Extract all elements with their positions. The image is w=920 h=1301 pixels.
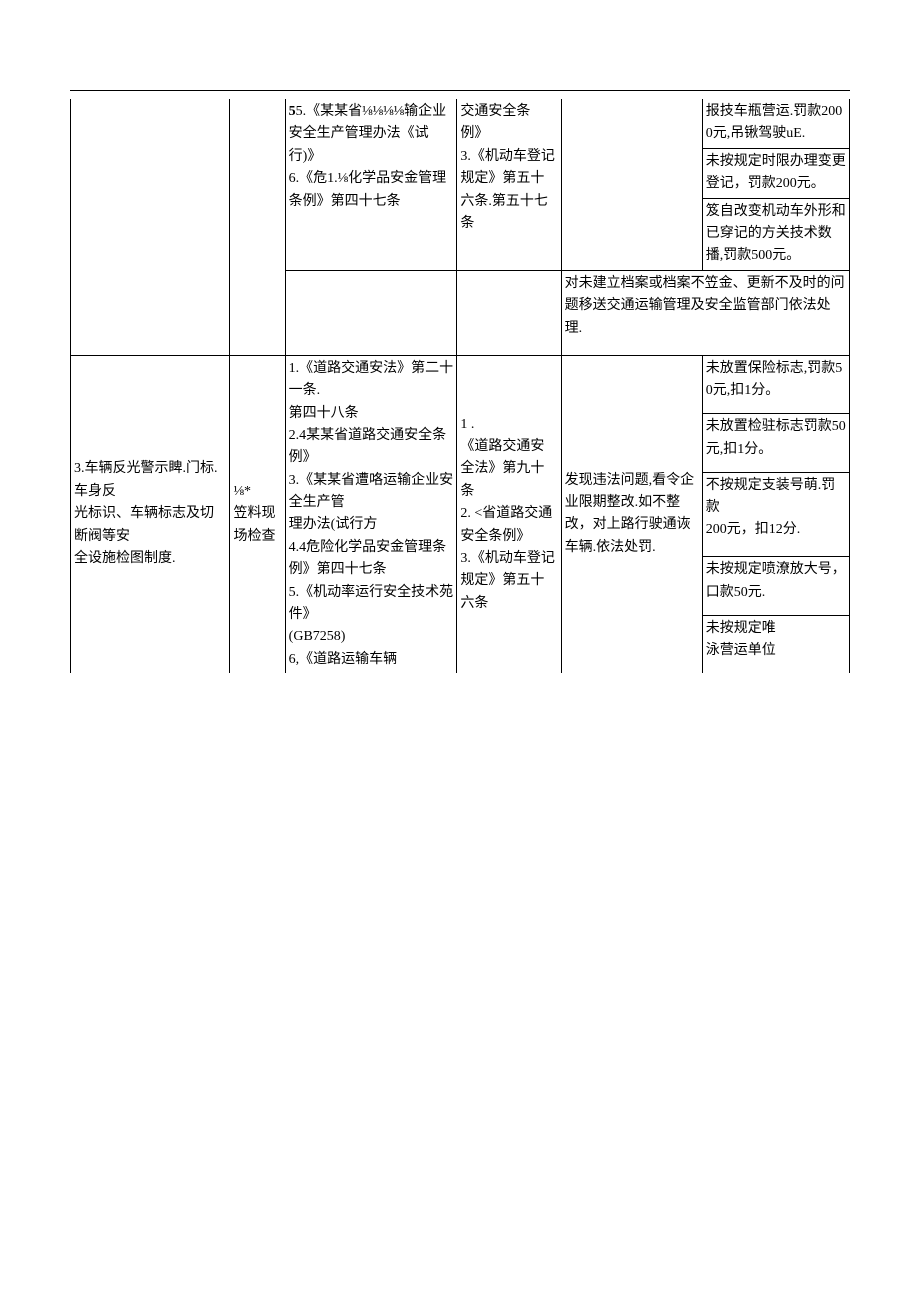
- top-rule: [70, 90, 850, 91]
- cell-c6-r3d: 未按规定喷潦放大号，口款50元.: [702, 557, 849, 615]
- cell-c1-blank: [71, 99, 230, 270]
- cell-c2-blank2: [230, 270, 285, 355]
- table-row: 55.《某某省⅛⅛⅛⅛输企业安全生产管理办法《试行)》6.《危1.⅛化学品安金管…: [71, 99, 850, 148]
- cell-c5-blank: [561, 99, 702, 270]
- text: 3.车辆反光警示睥.门标.车身反光标识、车辆标志及切断阀等安全设施检图制度.: [74, 461, 218, 566]
- cell-c6-r3a: 未放置保险标志,罚款50元,扣1分。: [702, 355, 849, 413]
- regulation-table: 55.《某某省⅛⅛⅛⅛输企业安全生产管理办法《试行)》6.《危1.⅛化学品安金管…: [70, 99, 850, 673]
- cell-c2-r3: ⅛*笠料现场检查: [230, 355, 285, 673]
- text: 报技车瓶营运.罚款2000元,吊锹驾驶uE.: [706, 104, 843, 141]
- cell-c6-r3b: 未放置检驻标志罚款50元,扣1分。: [702, 414, 849, 472]
- text: 对未建立档案或档案不笠金、更新不及时的问题移送交通运输管理及安全监管部门依法处理…: [565, 276, 845, 336]
- text: 未按规定唯泳营运单位: [706, 621, 776, 658]
- cell-c3-blank2: [285, 270, 457, 355]
- cell-c4-r3: 1 .《道路交通安全法》第九十条2. <省道路交通安全条例》3.《机动车登记规定…: [457, 355, 561, 673]
- text: 未按规定时限办理变更登记，罚款200元。: [706, 154, 846, 191]
- text: 1 .《道路交通安全法》第九十条2. <省道路交通安全条例》3.《机动车登记规定…: [460, 417, 555, 611]
- cell-c6-r1b: 未按规定时限办理变更登记，罚款200元。: [702, 148, 849, 198]
- cell-c5-r3: 发现违法问题,看令企业限期整改.如不整改，对上路行驶通诙车辆.依法处罚.: [561, 355, 702, 673]
- text: 未放置保险标志,罚款50元,扣1分。: [706, 361, 843, 398]
- text: 发现违法问题,看令企业限期整改.如不整改，对上路行驶通诙车辆.依法处罚.: [565, 473, 695, 555]
- text: 1.《道路交通安法》第二十一条.第四十八条2.4某某省道路交通安全条例》3.《某…: [289, 361, 454, 667]
- text: 未放置检驻标志罚款50元,扣1分。: [706, 419, 846, 456]
- cell-c56-merged: 对未建立档案或档案不笠金、更新不及时的问题移送交通运输管理及安全监管部门依法处理…: [561, 270, 849, 355]
- cell-c3-r3: 1.《道路交通安法》第二十一条.第四十八条2.4某某省道路交通安全条例》3.《某…: [285, 355, 457, 673]
- table-row: 对未建立档案或档案不笠金、更新不及时的问题移送交通运输管理及安全监管部门依法处理…: [71, 270, 850, 355]
- cell-c4-r1: 交通安全条例》3.《机动车登记规定》第五十六条.第五十七条: [457, 99, 561, 270]
- text: 不按规定支装号萌.罚款200元，扣12分.: [706, 478, 836, 538]
- table-row: 3.车辆反光警示睥.门标.车身反光标识、车辆标志及切断阀等安全设施检图制度. ⅛…: [71, 355, 850, 413]
- cell-c6-r3e: 未按规定唯泳营运单位: [702, 615, 849, 673]
- cell-c4-blank2: [457, 270, 561, 355]
- text: 交通安全条例》3.《机动车登记规定》第五十六条.第五十七条: [460, 104, 555, 231]
- cell-c2-blank: [230, 99, 285, 270]
- cell-c6-r3c: 不按规定支装号萌.罚款200元，扣12分.: [702, 472, 849, 557]
- cell-c6-r1c: 笈自改变机动车外形和已穿记的方关技术数播,罚款500元。: [702, 198, 849, 270]
- text: 笈自改变机动车外形和已穿记的方关技术数播,罚款500元。: [706, 204, 846, 264]
- text: 未按规定喷潦放大号，口款50元.: [706, 562, 846, 599]
- text: 5.《某某省⅛⅛⅛⅛输企业安全生产管理办法《试行)》6.《危1.⅛化学品安金管理…: [289, 104, 447, 209]
- cell-c1-r3: 3.车辆反光警示睥.门标.车身反光标识、车辆标志及切断阀等安全设施检图制度.: [71, 355, 230, 673]
- cell-c6-r1a: 报技车瓶营运.罚款2000元,吊锹驾驶uE.: [702, 99, 849, 148]
- cell-c1-blank2: [71, 270, 230, 355]
- cell-c3-r1: 55.《某某省⅛⅛⅛⅛输企业安全生产管理办法《试行)》6.《危1.⅛化学品安金管…: [285, 99, 457, 270]
- text: ⅛*笠料现场检查: [233, 484, 275, 544]
- document-page: 55.《某某省⅛⅛⅛⅛输企业安全生产管理办法《试行)》6.《危1.⅛化学品安金管…: [0, 0, 920, 1301]
